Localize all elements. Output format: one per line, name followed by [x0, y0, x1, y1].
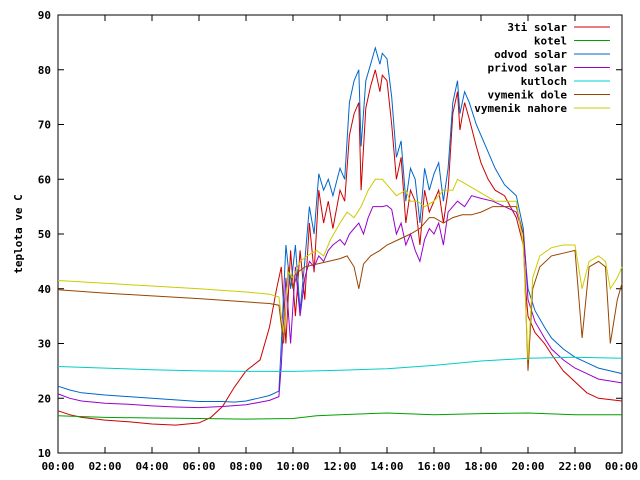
x-tick-label: 08:00	[229, 460, 262, 473]
legend-label: vymenik dole	[488, 89, 568, 102]
x-tick-label: 04:00	[135, 460, 168, 473]
legend-label: kutloch	[521, 75, 567, 88]
y-tick-label: 90	[38, 9, 51, 22]
legend-label: 3ti solar	[507, 21, 567, 34]
x-tick-label: 16:00	[417, 460, 450, 473]
series-line-5	[57, 356, 623, 372]
x-tick-label: 10:00	[276, 460, 309, 473]
series-line-7	[57, 178, 623, 360]
series-layer	[57, 45, 623, 426]
legend-label: privod solar	[488, 62, 568, 75]
axis-ticks: 10 20 30 40 50 60 70 80 90 00:00 02:00 04:00 06:00 08…	[38, 9, 638, 473]
legend-label: vymenik nahore	[474, 102, 567, 115]
series-line-3	[57, 45, 623, 403]
series-line-2	[57, 412, 622, 420]
y-tick-label: 10	[38, 447, 51, 460]
x-tick-label: 18:00	[464, 460, 497, 473]
x-tick-label: 06:00	[182, 460, 215, 473]
x-tick-label: 20:00	[511, 460, 544, 473]
y-tick-label: 30	[38, 338, 51, 351]
y-tick-label: 80	[38, 64, 51, 77]
x-tick-label: 02:00	[88, 460, 121, 473]
series-line-4	[57, 195, 623, 409]
x-tick-label: 00:00	[41, 460, 74, 473]
y-tick-label: 40	[38, 283, 51, 296]
y-tick-label: 50	[38, 228, 51, 241]
legend-label: odvod solar	[494, 48, 567, 61]
y-tick-label: 70	[38, 119, 51, 132]
y-tick-label: 20	[38, 392, 51, 405]
x-tick-label: 00:00	[605, 460, 638, 473]
x-tick-label: 12:00	[323, 460, 356, 473]
y-tick-label: 60	[38, 173, 51, 186]
series-line-6	[57, 206, 623, 371]
series-line-1	[57, 69, 623, 426]
x-tick-label: 14:00	[370, 460, 403, 473]
y-axis-label: teplota ve C	[12, 194, 25, 273]
x-tick-label: 22:00	[558, 460, 591, 473]
legend-label: kotel	[534, 35, 567, 48]
